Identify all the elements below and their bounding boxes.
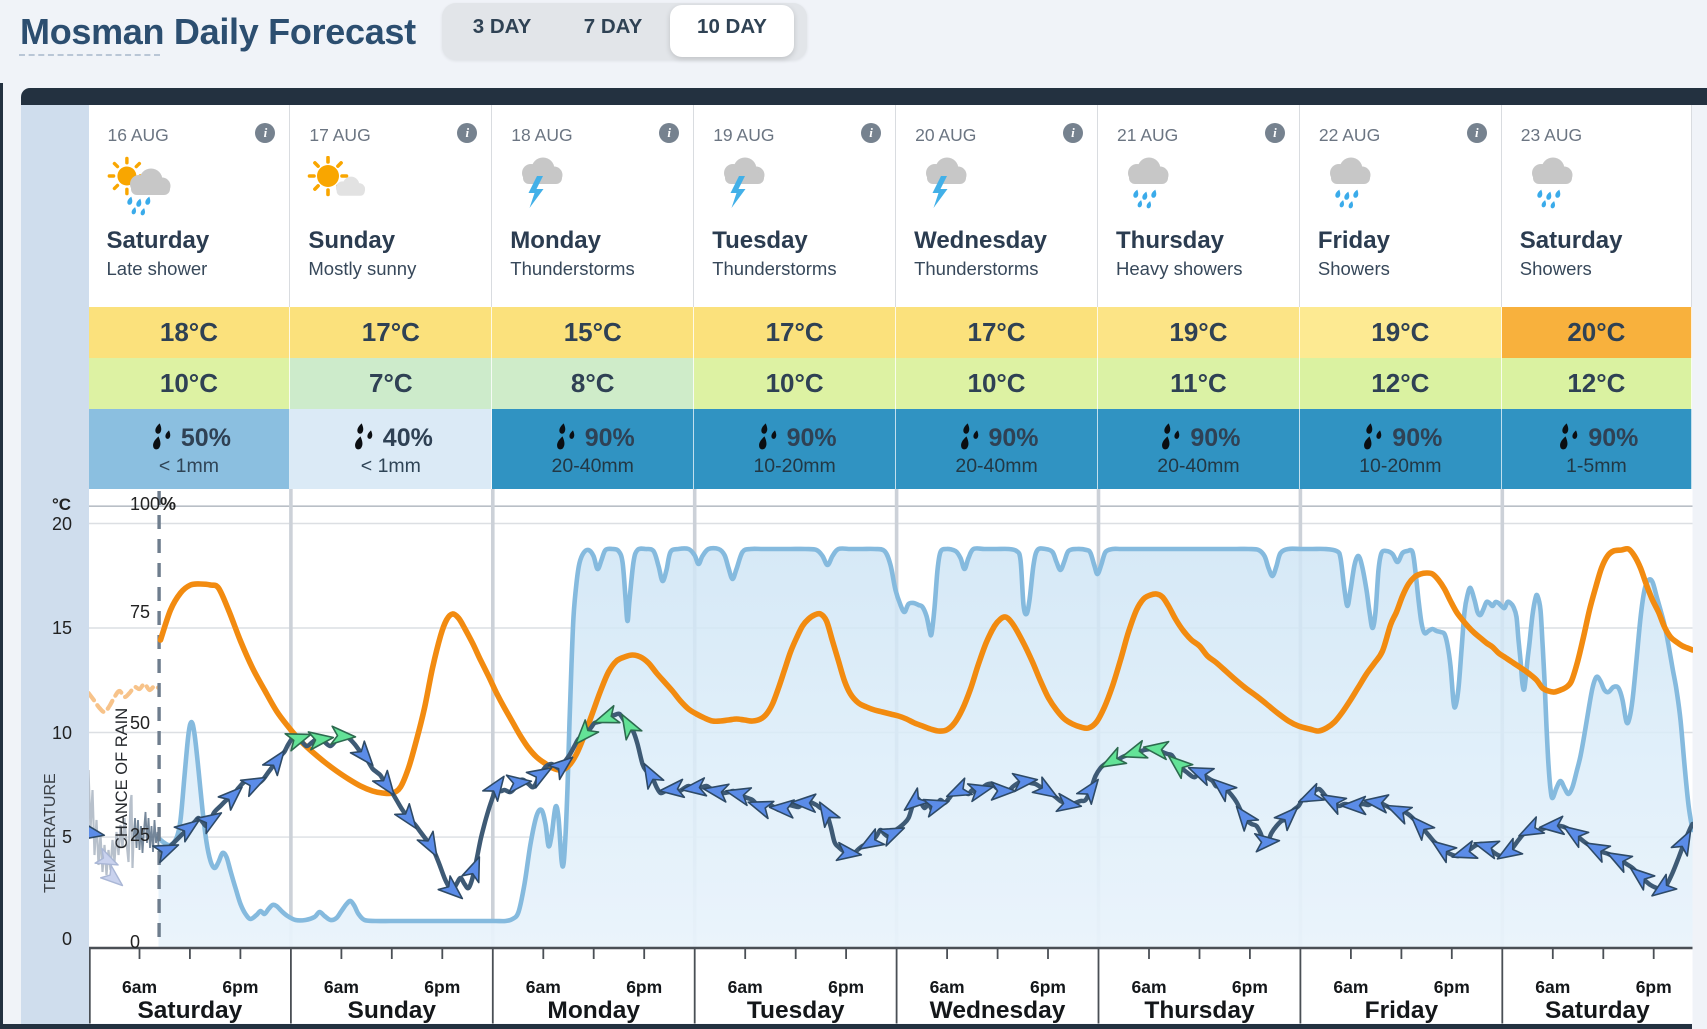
svg-text:6am: 6am (121, 977, 156, 997)
svg-text:6pm: 6pm (1635, 977, 1671, 997)
svg-text:6am: 6am (929, 977, 964, 997)
svg-text:6pm: 6pm (626, 977, 662, 997)
svg-text:6pm: 6pm (1030, 977, 1066, 997)
svg-text:Monday: Monday (547, 997, 640, 1024)
svg-text:6pm: 6pm (222, 977, 258, 997)
svg-text:6am: 6am (323, 977, 358, 997)
svg-text:6pm: 6pm (1433, 977, 1469, 997)
svg-text:6pm: 6pm (424, 977, 460, 997)
svg-text:6pm: 6pm (828, 977, 864, 997)
svg-text:6pm: 6pm (1231, 977, 1267, 997)
svg-text:Tuesday: Tuesday (746, 997, 844, 1024)
svg-text:6am: 6am (525, 977, 560, 997)
svg-text:Thursday: Thursday (1144, 997, 1255, 1024)
svg-text:6am: 6am (1333, 977, 1368, 997)
svg-text:Sunday: Sunday (347, 997, 436, 1024)
svg-text:Wednesday: Wednesday (929, 997, 1065, 1024)
svg-text:6am: 6am (1535, 977, 1570, 997)
svg-text:6am: 6am (727, 977, 762, 997)
svg-text:Saturday: Saturday (137, 997, 242, 1024)
svg-text:Saturday: Saturday (1544, 997, 1649, 1024)
svg-text:6am: 6am (1131, 977, 1166, 997)
svg-text:Friday: Friday (1364, 997, 1438, 1024)
